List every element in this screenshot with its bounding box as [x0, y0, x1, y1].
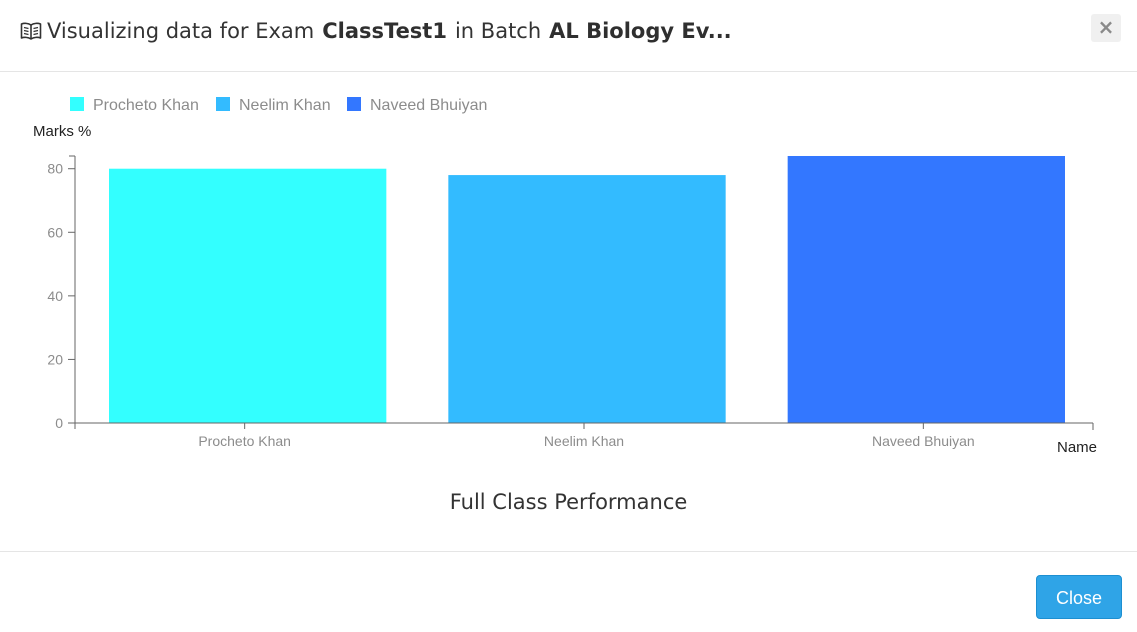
legend-label: Procheto Khan	[93, 97, 199, 114]
y-tick-label: 20	[47, 351, 63, 367]
legend-swatch	[70, 97, 84, 111]
x-tick-label: Neelim Khan	[544, 433, 624, 449]
bar	[787, 156, 1065, 423]
y-axis-label: Marks %	[33, 123, 91, 140]
x-axis-label: Name	[1057, 439, 1097, 456]
modal-title: Visualizing data for Exam ClassTest1 in …	[20, 19, 732, 43]
x-tick-label: Procheto Khan	[198, 433, 291, 449]
legend-swatch	[216, 97, 230, 111]
modal-header: Visualizing data for Exam ClassTest1 in …	[0, 0, 1137, 72]
legend-label: Naveed Bhuiyan	[370, 97, 487, 114]
bar	[448, 175, 726, 423]
close-icon-button[interactable]: ×	[1091, 14, 1121, 42]
title-middle: in Batch	[454, 19, 542, 43]
legend-swatch	[347, 97, 361, 111]
chart-title: Full Class Performance	[449, 490, 688, 514]
bar	[109, 168, 387, 423]
exam-name: ClassTest1	[322, 19, 447, 43]
legend-label: Neelim Khan	[239, 97, 331, 114]
y-tick-label: 80	[47, 161, 63, 177]
y-tick-label: 40	[47, 288, 63, 304]
x-tick-label: Naveed Bhuiyan	[872, 433, 975, 449]
modal-footer: Close	[0, 551, 1137, 632]
y-tick-label: 0	[55, 415, 63, 431]
title-prefix: Visualizing data for Exam	[47, 19, 315, 43]
book-icon	[20, 22, 42, 40]
chart-canvas: Procheto Khan Neelim Khan Naveed Bhuiyan Ma…	[33, 97, 1097, 456]
close-button[interactable]: Close	[1036, 575, 1122, 619]
y-tick-label: 60	[47, 224, 63, 240]
batch-name: AL Biology Ev...	[549, 19, 732, 43]
bar-chart: Procheto Khan Neelim Khan Naveed Bhuiyan Ma…	[0, 72, 1137, 472]
